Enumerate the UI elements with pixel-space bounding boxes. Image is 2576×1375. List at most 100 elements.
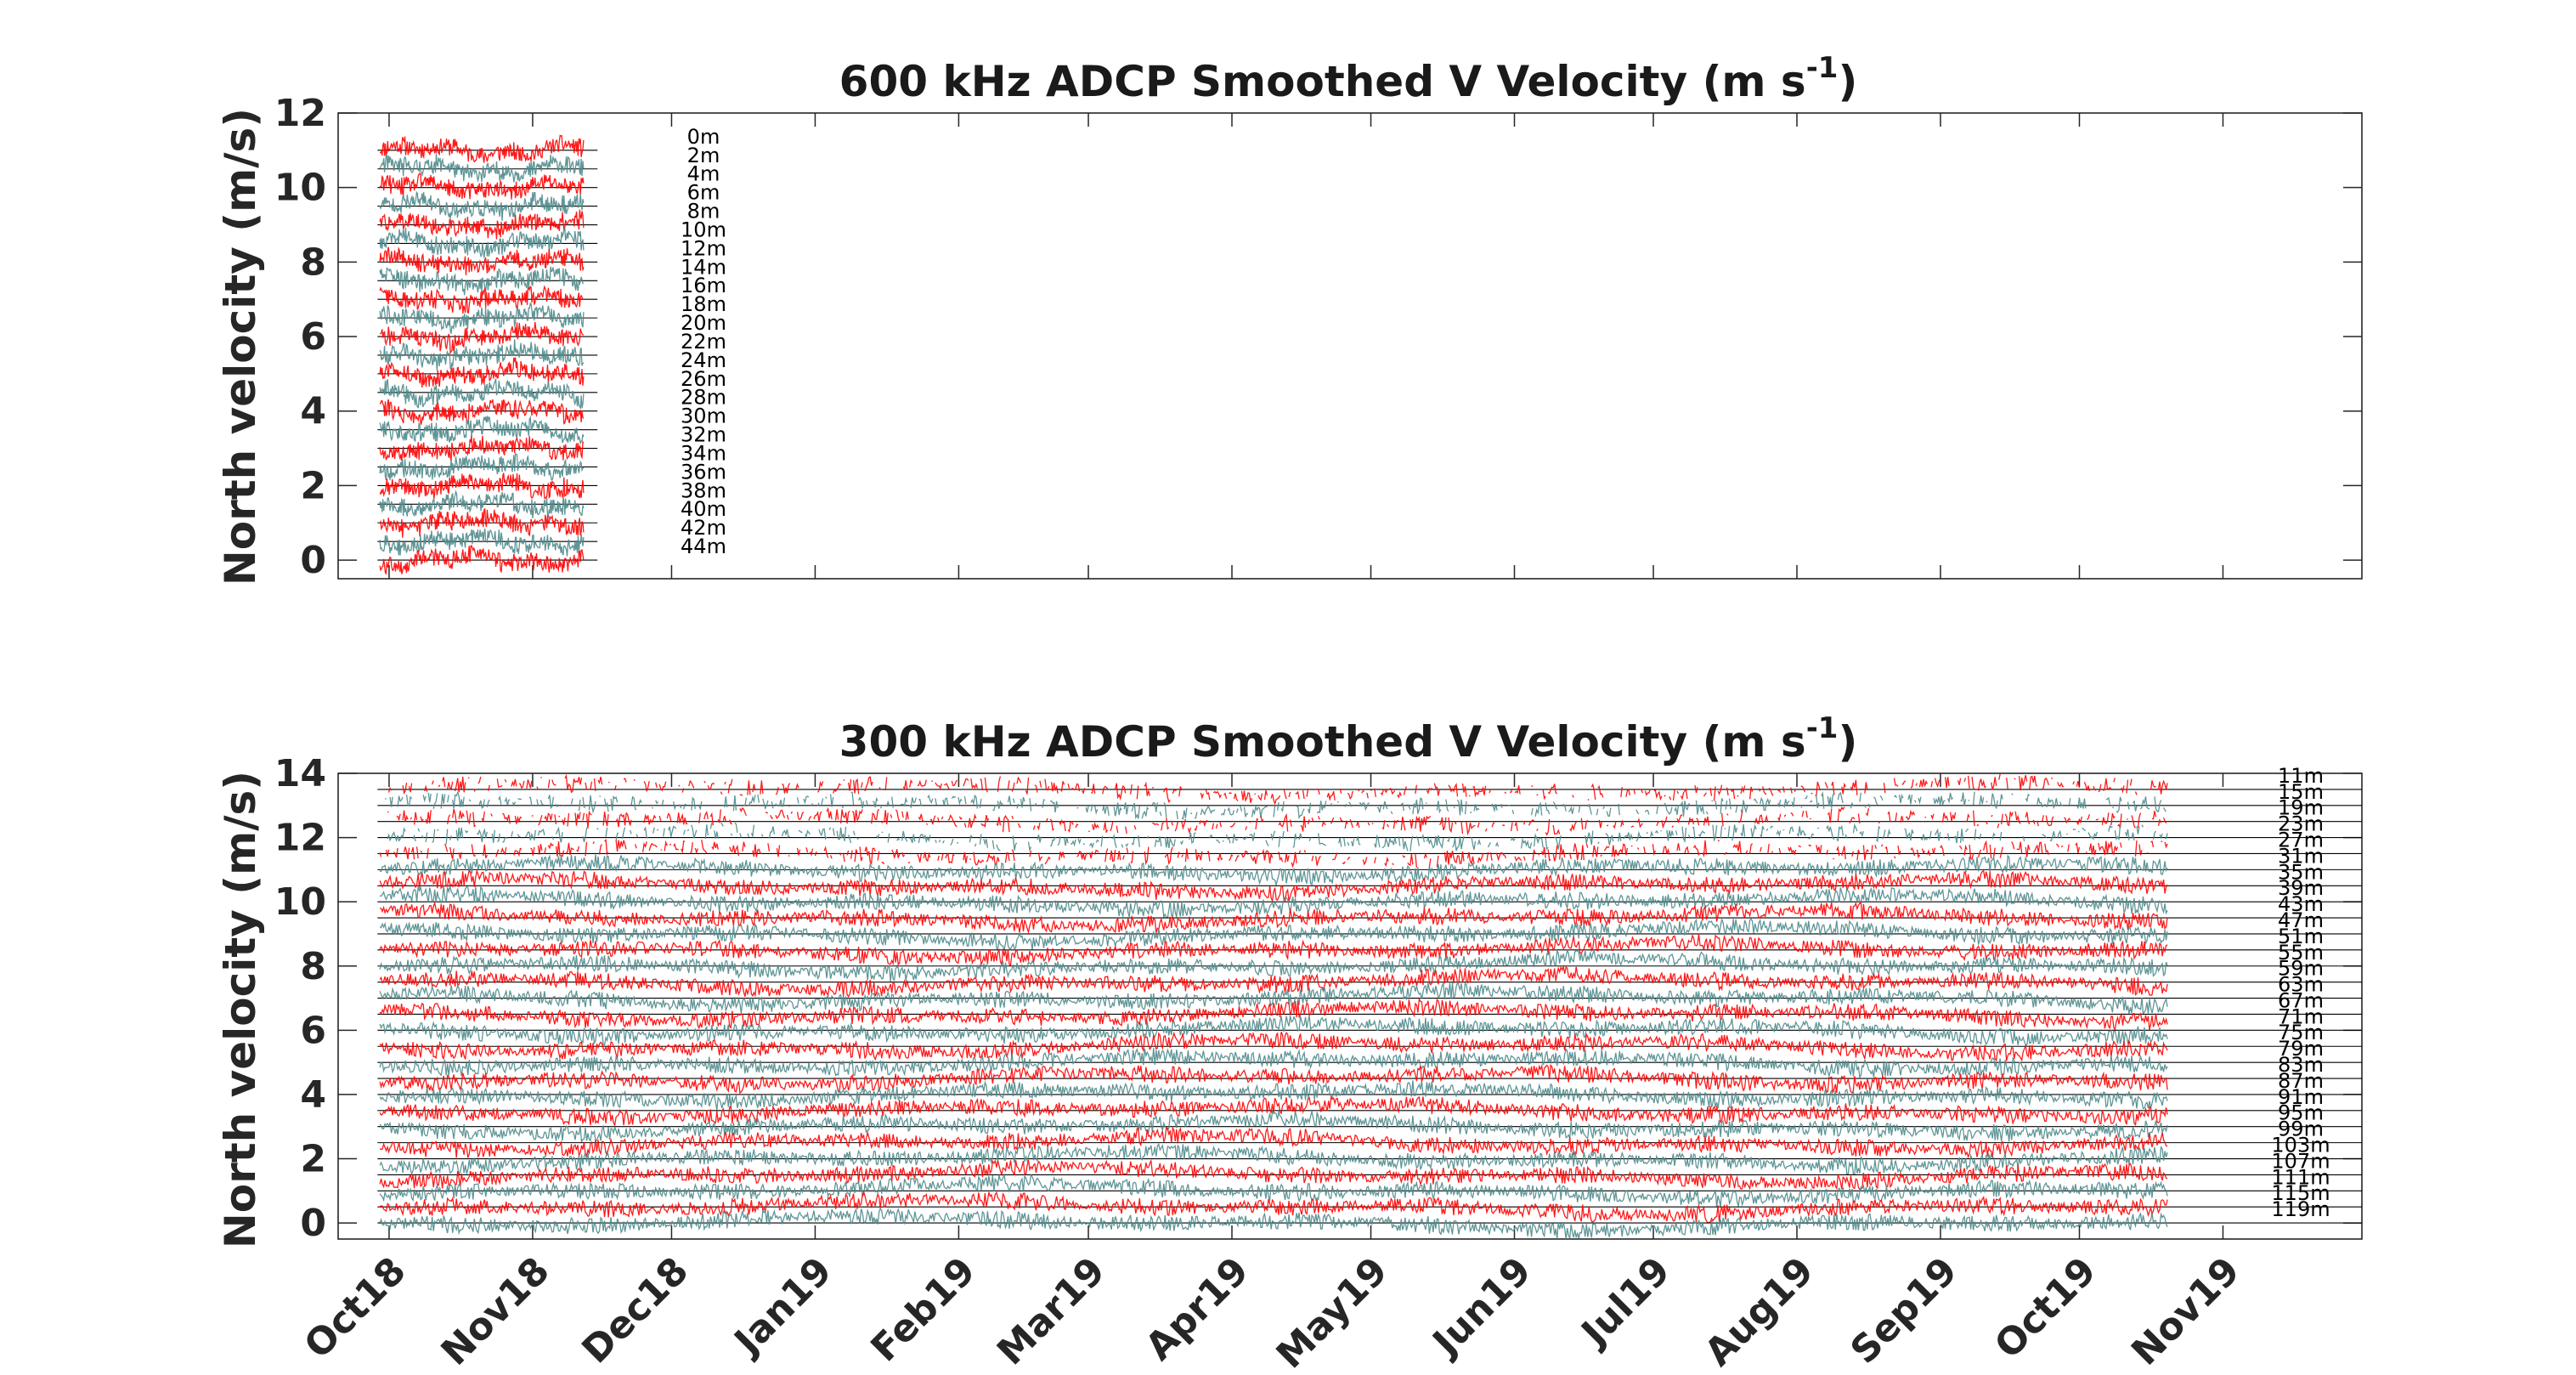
- depth-label: 18m: [681, 292, 726, 316]
- depth-label: 0m: [687, 125, 720, 149]
- velocity-series-line: [379, 1142, 2168, 1177]
- bottom-plot-area: 0 2 4 6 8 10 12 14 11m15m19m23m27m31m35m39m43m47…: [274, 752, 2363, 1245]
- velocity-series-line: [379, 528, 585, 557]
- depth-label: 99m: [2278, 1118, 2324, 1141]
- top-title-close: ): [1838, 57, 1857, 106]
- velocity-series-line: [379, 1207, 2168, 1241]
- depth-label: 22m: [681, 330, 726, 354]
- velocity-series-line: [379, 246, 585, 275]
- x-tick-label: Apr19: [1138, 1249, 1257, 1369]
- velocity-series-line: [387, 773, 2168, 806]
- depth-label: 71m: [2278, 1004, 2324, 1028]
- y-tick-label: 12: [274, 817, 326, 860]
- depth-label: 19m: [2278, 796, 2324, 820]
- depth-label: 20m: [681, 311, 726, 335]
- depth-label: 40m: [681, 497, 726, 521]
- x-tick-label: Aug19: [1697, 1249, 1822, 1375]
- x-tick-label: Sep19: [1843, 1249, 1966, 1372]
- depth-label: 79m: [2278, 1037, 2324, 1061]
- y-tick-label: 2: [300, 464, 326, 507]
- bottom-title-close: ): [1838, 717, 1857, 767]
- y-tick-label: 8: [300, 240, 326, 284]
- x-tick-label: May19: [1268, 1249, 1397, 1375]
- depth-label: 27m: [2278, 828, 2324, 852]
- velocity-series-line: [379, 1173, 2168, 1208]
- y-tick-label: 2: [300, 1138, 326, 1181]
- velocity-series-line: [379, 933, 2168, 967]
- depth-label: 107m: [2271, 1149, 2330, 1173]
- velocity-series-line: [379, 901, 2168, 935]
- depth-label: 28m: [681, 386, 726, 410]
- depth-label: 47m: [2278, 908, 2324, 932]
- depth-label: 38m: [681, 478, 726, 502]
- depth-label: 10m: [681, 218, 726, 241]
- velocity-series-line: [379, 1080, 2168, 1111]
- x-tick-label: Jun19: [1423, 1249, 1539, 1366]
- depth-label: 91m: [2278, 1085, 2324, 1109]
- y-tick-label: 0: [300, 539, 326, 582]
- depth-label: 39m: [2278, 876, 2324, 900]
- depth-label: 51m: [2278, 925, 2324, 948]
- y-tick-label: 6: [300, 315, 326, 359]
- depth-label: 43m: [2278, 892, 2324, 916]
- depth-label: 8m: [687, 200, 720, 224]
- depth-label: 35m: [2278, 860, 2324, 884]
- depth-label: 63m: [2278, 973, 2324, 997]
- x-tick-label: Oct19: [1986, 1249, 2104, 1367]
- velocity-series-line: [379, 869, 2168, 903]
- velocity-series-line: [379, 357, 585, 388]
- y-tick-label: 10: [274, 167, 326, 210]
- velocity-series-line: [379, 226, 585, 258]
- velocity-series-line: [379, 378, 585, 410]
- velocity-series-line: [379, 1031, 2168, 1062]
- velocity-series-line: [379, 451, 585, 481]
- depth-label: 55m: [2278, 941, 2324, 965]
- depth-label: 11m: [2278, 764, 2324, 788]
- depth-label: 111m: [2271, 1165, 2330, 1189]
- y-tick-label: 10: [274, 880, 326, 924]
- depth-label: 34m: [681, 441, 726, 465]
- top-title-superscript: -1: [1806, 51, 1839, 85]
- depth-label: 30m: [681, 405, 726, 428]
- depth-label: 14m: [681, 255, 726, 279]
- depth-label: 24m: [681, 348, 726, 372]
- velocity-series-line: [379, 1190, 2168, 1224]
- velocity-series-line: [379, 854, 2168, 887]
- velocity-series-line: [379, 190, 585, 221]
- bottom-y-axis-label: North velocity (m/s): [216, 771, 265, 1248]
- velocity-series-line: [379, 886, 2168, 919]
- y-tick-label: 8: [300, 945, 326, 988]
- velocity-series-line: [387, 822, 2168, 852]
- velocity-series-line: [384, 790, 2167, 820]
- bottom-title-superscript: -1: [1806, 711, 1839, 745]
- velocity-series-line: [379, 545, 585, 575]
- depth-label: 16m: [681, 274, 726, 297]
- velocity-series-line: [379, 997, 2168, 1032]
- velocity-series-line: [379, 209, 585, 240]
- depth-label: 83m: [2278, 1053, 2324, 1077]
- depth-label: 87m: [2278, 1069, 2324, 1093]
- y-tick-label: 4: [300, 390, 326, 433]
- x-tick-label: Oct18: [297, 1249, 415, 1367]
- velocity-series-line: [379, 153, 585, 183]
- depth-label: 119m: [2271, 1197, 2330, 1221]
- y-tick-label: 6: [300, 1009, 326, 1052]
- depth-label: 36m: [681, 460, 726, 484]
- depth-label: 2m: [687, 144, 720, 167]
- top-chart-title: 600 kHz ADCP Smoothed V Velocity (m s-1): [839, 51, 1858, 106]
- velocity-series-line: [379, 1063, 2168, 1095]
- y-tick-label: 4: [300, 1073, 326, 1117]
- depth-label: 26m: [681, 367, 726, 391]
- x-tick-label: Nov19: [2123, 1249, 2248, 1374]
- depth-label: 12m: [681, 236, 726, 260]
- velocity-series-line: [379, 266, 585, 296]
- velocity-series-line: [379, 838, 2168, 869]
- velocity-series-line: [379, 321, 585, 354]
- velocity-series-line: [379, 1126, 2168, 1159]
- depth-label: 32m: [681, 423, 726, 447]
- velocity-series-line: [379, 489, 585, 518]
- top-title-main: 600 kHz ADCP Smoothed V Velocity (m s: [839, 57, 1806, 106]
- velocity-series-line: [379, 399, 585, 425]
- velocity-series-line: [379, 285, 584, 314]
- velocity-series-line: [379, 964, 2168, 999]
